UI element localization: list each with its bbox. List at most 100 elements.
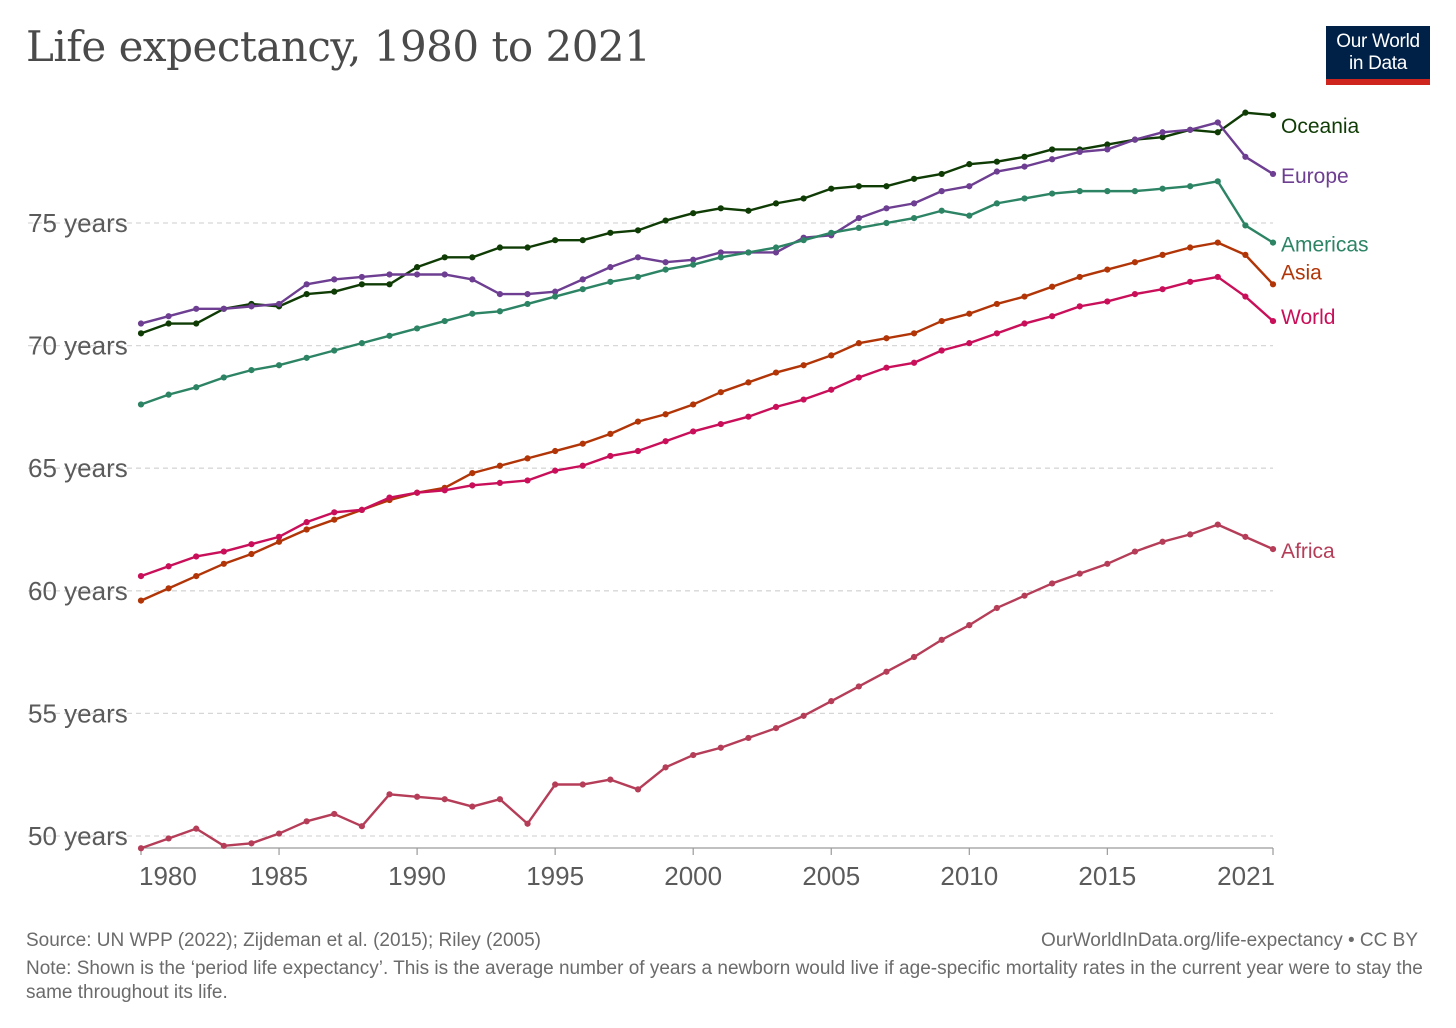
data-point-africa[interactable]	[1269, 546, 1277, 553]
data-point-africa[interactable]	[855, 683, 862, 690]
data-point-world[interactable]	[1131, 291, 1139, 298]
data-point-world[interactable]	[910, 359, 918, 366]
data-point-europe[interactable]	[1104, 146, 1111, 153]
data-point-europe[interactable]	[441, 271, 448, 278]
data-point-oceania[interactable]	[1214, 129, 1221, 136]
data-point-world[interactable]	[331, 509, 338, 516]
data-point-asia[interactable]	[1104, 266, 1111, 273]
data-point-asia[interactable]	[552, 447, 559, 455]
data-point-americas[interactable]	[1076, 188, 1083, 195]
data-point-americas[interactable]	[966, 212, 973, 219]
data-point-americas[interactable]	[275, 362, 283, 369]
data-point-americas[interactable]	[248, 367, 255, 374]
data-point-americas[interactable]	[910, 214, 918, 222]
data-point-americas[interactable]	[413, 325, 421, 332]
data-point-africa[interactable]	[910, 653, 918, 661]
data-point-americas[interactable]	[607, 278, 614, 285]
data-point-americas[interactable]	[469, 310, 476, 317]
data-point-asia[interactable]	[910, 330, 918, 337]
data-point-africa[interactable]	[1049, 580, 1056, 587]
data-point-africa[interactable]	[883, 668, 890, 675]
data-point-world[interactable]	[1021, 320, 1028, 327]
data-point-asia[interactable]	[193, 572, 200, 580]
data-point-africa[interactable]	[1104, 560, 1111, 567]
data-point-africa[interactable]	[1021, 592, 1028, 599]
data-point-americas[interactable]	[552, 293, 559, 300]
data-point-asia[interactable]	[1076, 273, 1083, 281]
data-point-africa[interactable]	[220, 842, 227, 849]
data-point-oceania[interactable]	[137, 330, 145, 337]
data-point-oceania[interactable]	[524, 244, 531, 251]
data-point-africa[interactable]	[800, 712, 807, 719]
data-point-asia[interactable]	[607, 430, 614, 437]
data-point-americas[interactable]	[938, 207, 945, 214]
data-point-africa[interactable]	[634, 786, 642, 793]
data-point-oceania[interactable]	[579, 237, 586, 244]
data-point-asia[interactable]	[634, 418, 642, 425]
data-point-africa[interactable]	[607, 776, 614, 783]
data-point-europe[interactable]	[662, 259, 669, 266]
data-point-europe[interactable]	[303, 281, 310, 288]
data-point-asia[interactable]	[772, 369, 780, 376]
data-point-oceania[interactable]	[331, 288, 338, 295]
data-point-asia[interactable]	[579, 440, 586, 447]
data-point-world[interactable]	[662, 438, 669, 445]
series-line-oceania[interactable]	[140, 111, 1274, 335]
data-point-americas[interactable]	[662, 266, 669, 273]
data-point-europe[interactable]	[220, 305, 227, 312]
data-point-africa[interactable]	[662, 764, 669, 771]
data-point-world[interactable]	[413, 489, 421, 496]
data-point-oceania[interactable]	[717, 205, 724, 212]
data-point-oceania[interactable]	[1242, 109, 1249, 116]
data-point-asia[interactable]	[165, 585, 172, 592]
data-point-world[interactable]	[966, 340, 973, 347]
data-point-americas[interactable]	[1269, 239, 1277, 246]
data-point-africa[interactable]	[1214, 521, 1221, 528]
data-point-europe[interactable]	[690, 256, 697, 263]
data-point-europe[interactable]	[248, 303, 255, 310]
data-point-europe[interactable]	[1214, 119, 1221, 126]
data-point-americas[interactable]	[1242, 222, 1249, 229]
data-point-oceania[interactable]	[938, 170, 945, 178]
data-point-world[interactable]	[137, 572, 145, 580]
data-point-world[interactable]	[1242, 293, 1249, 300]
series-line-world[interactable]	[140, 275, 1274, 578]
data-point-europe[interactable]	[634, 254, 642, 261]
data-point-world[interactable]	[1187, 278, 1194, 285]
data-point-americas[interactable]	[441, 317, 448, 325]
data-point-asia[interactable]	[745, 379, 752, 386]
data-point-europe[interactable]	[579, 276, 586, 283]
data-point-americas[interactable]	[634, 273, 642, 281]
data-point-oceania[interactable]	[993, 158, 1001, 165]
data-point-oceania[interactable]	[165, 320, 172, 327]
data-point-americas[interactable]	[745, 249, 752, 256]
data-point-world[interactable]	[524, 477, 531, 484]
data-point-americas[interactable]	[993, 200, 1001, 207]
data-point-europe[interactable]	[137, 320, 145, 327]
data-point-asia[interactable]	[137, 597, 145, 604]
data-point-americas[interactable]	[1187, 183, 1194, 190]
data-point-world[interactable]	[717, 420, 724, 428]
data-point-americas[interactable]	[883, 219, 890, 227]
data-point-africa[interactable]	[552, 781, 559, 788]
data-point-world[interactable]	[303, 519, 310, 526]
data-point-europe[interactable]	[966, 183, 973, 190]
data-point-oceania[interactable]	[1021, 153, 1028, 160]
data-point-europe[interactable]	[524, 291, 531, 298]
data-point-americas[interactable]	[193, 384, 200, 391]
data-point-oceania[interactable]	[193, 320, 200, 327]
data-point-asia[interactable]	[938, 317, 945, 325]
data-point-world[interactable]	[386, 494, 393, 501]
data-point-oceania[interactable]	[496, 244, 504, 251]
data-point-americas[interactable]	[1049, 190, 1056, 197]
data-point-europe[interactable]	[1049, 156, 1056, 163]
data-point-oceania[interactable]	[828, 185, 835, 192]
data-point-europe[interactable]	[607, 264, 614, 271]
data-point-africa[interactable]	[193, 825, 200, 832]
data-point-americas[interactable]	[800, 237, 807, 244]
data-point-world[interactable]	[800, 396, 807, 403]
data-point-asia[interactable]	[1021, 293, 1028, 300]
data-point-asia[interactable]	[966, 310, 973, 317]
data-point-world[interactable]	[772, 403, 780, 410]
data-point-oceania[interactable]	[1269, 112, 1277, 119]
